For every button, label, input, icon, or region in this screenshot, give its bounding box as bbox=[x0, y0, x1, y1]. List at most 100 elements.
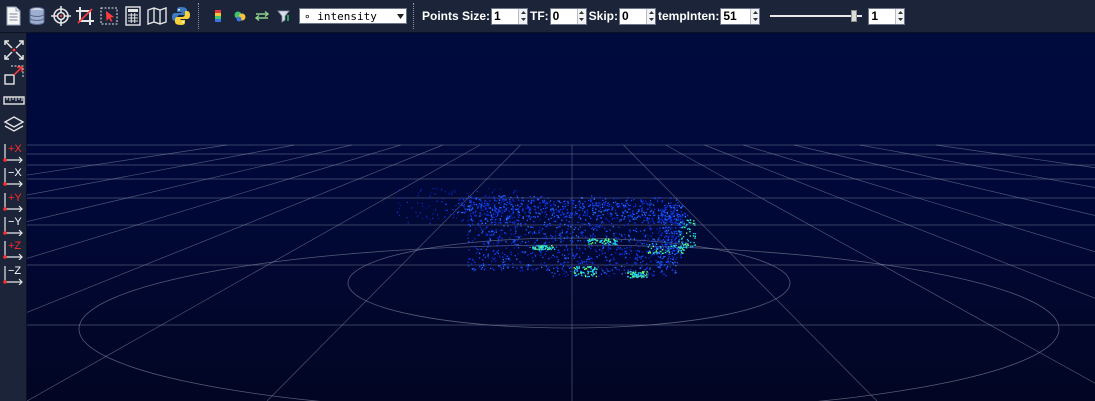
cloud-point bbox=[526, 265, 528, 267]
cloud-point bbox=[537, 198, 539, 200]
axis-view-button[interactable]: +Y bbox=[2, 190, 26, 212]
cloud-point bbox=[502, 200, 504, 202]
point-cloud-viewport[interactable] bbox=[27, 33, 1095, 401]
cloud-point bbox=[674, 253, 676, 256]
temp-inten-value[interactable]: 51 bbox=[723, 8, 737, 23]
cloud-point bbox=[542, 246, 544, 249]
cloud-point bbox=[609, 238, 611, 240]
cloud-point bbox=[681, 226, 683, 229]
cloud-point bbox=[537, 206, 539, 208]
arrows-icon[interactable] bbox=[253, 5, 271, 27]
spin-down-icon[interactable] bbox=[751, 16, 759, 24]
cloud-point bbox=[589, 257, 591, 260]
intensity-slider[interactable] bbox=[770, 8, 863, 24]
spin-up-icon[interactable] bbox=[751, 9, 759, 17]
cloud-point bbox=[473, 202, 476, 204]
slider-value[interactable]: 1 bbox=[871, 8, 879, 23]
cloud-point bbox=[539, 227, 541, 229]
skip-value[interactable]: 0 bbox=[622, 8, 629, 23]
color-palette-icon[interactable] bbox=[231, 5, 249, 27]
axis-view-button[interactable]: +Z bbox=[2, 238, 26, 261]
spin-arrows[interactable] bbox=[895, 8, 905, 24]
cloud-point bbox=[552, 241, 554, 243]
cloud-point bbox=[490, 267, 492, 270]
temp-inten-spinbox[interactable]: 51 bbox=[720, 7, 761, 25]
cloud-point bbox=[544, 211, 546, 214]
cloud-point bbox=[601, 250, 603, 252]
cloud-point bbox=[661, 252, 664, 254]
cloud-point bbox=[678, 223, 681, 225]
axis-view-button[interactable]: −X bbox=[2, 165, 26, 188]
cloud-point bbox=[564, 261, 566, 263]
calculator-icon[interactable] bbox=[122, 5, 144, 27]
cloud-point bbox=[411, 207, 413, 209]
point-cloud-scene[interactable] bbox=[27, 33, 1095, 401]
spin-up-icon[interactable] bbox=[647, 9, 655, 17]
tf-value[interactable]: 0 bbox=[552, 8, 560, 23]
spin-up-icon[interactable] bbox=[578, 9, 586, 17]
cloud-point bbox=[473, 204, 475, 206]
cloud-point bbox=[498, 222, 500, 224]
cloud-point bbox=[681, 247, 684, 250]
cloud-point bbox=[668, 235, 670, 237]
grid-line bbox=[793, 144, 1095, 216]
cloud-point bbox=[579, 240, 582, 242]
crop-icon[interactable] bbox=[74, 5, 96, 27]
cloud-point bbox=[591, 202, 594, 204]
map-icon[interactable] bbox=[146, 5, 168, 27]
cloud-point bbox=[567, 265, 569, 267]
spin-up-icon[interactable] bbox=[896, 9, 904, 17]
points-size-value[interactable]: 1 bbox=[494, 8, 501, 23]
points-size-spinbox[interactable]: 1 bbox=[491, 7, 529, 25]
slider-value-spinbox[interactable]: 1 bbox=[868, 7, 906, 25]
cloud-point bbox=[627, 271, 630, 273]
fit-view-icon[interactable] bbox=[3, 39, 25, 61]
python-icon[interactable] bbox=[170, 5, 192, 27]
target-icon[interactable] bbox=[50, 5, 72, 27]
cloud-point bbox=[595, 225, 597, 227]
cloud-point bbox=[592, 271, 594, 273]
cloud-point bbox=[537, 248, 540, 251]
cloud-point bbox=[500, 222, 502, 224]
spin-arrows[interactable] bbox=[750, 8, 760, 24]
axis-view-button[interactable]: +X bbox=[2, 141, 26, 163]
cloud-point bbox=[671, 221, 673, 223]
spin-down-icon[interactable] bbox=[519, 16, 527, 24]
color-bar-icon[interactable] bbox=[209, 5, 227, 27]
cloud-point bbox=[614, 241, 616, 243]
spin-down-icon[interactable] bbox=[647, 16, 655, 24]
cloud-point bbox=[636, 216, 638, 218]
cloud-point bbox=[676, 262, 679, 264]
cloud-point bbox=[682, 249, 684, 251]
cloud-point bbox=[609, 247, 611, 249]
cloud-point bbox=[482, 241, 484, 243]
cloud-point bbox=[508, 257, 510, 259]
cloud-point bbox=[553, 267, 555, 269]
spin-down-icon[interactable] bbox=[578, 16, 586, 24]
spin-arrows[interactable] bbox=[518, 8, 528, 24]
open-file-icon[interactable] bbox=[2, 5, 24, 27]
spin-down-icon[interactable] bbox=[896, 16, 904, 24]
cloud-point bbox=[462, 219, 464, 221]
axis-view-button[interactable]: −Y bbox=[2, 214, 26, 236]
tf-spinbox[interactable]: 0 bbox=[549, 7, 587, 25]
cloud-point bbox=[681, 224, 683, 226]
spin-up-icon[interactable] bbox=[519, 9, 527, 17]
spin-arrows[interactable] bbox=[576, 8, 586, 24]
filter-icon[interactable] bbox=[275, 5, 293, 27]
slider-thumb[interactable] bbox=[851, 10, 858, 22]
cloud-point bbox=[558, 274, 561, 276]
ruler-icon[interactable] bbox=[3, 89, 25, 111]
color-field-select[interactable]: ∘ intensity bbox=[299, 8, 407, 24]
layers-icon[interactable] bbox=[3, 114, 25, 136]
skip-spinbox[interactable]: 0 bbox=[619, 7, 657, 25]
cloud-point bbox=[676, 250, 678, 252]
cloud-point bbox=[655, 246, 657, 248]
cloud-point bbox=[594, 267, 596, 269]
spin-arrows[interactable] bbox=[646, 8, 656, 24]
select-icon[interactable] bbox=[98, 5, 120, 27]
database-icon[interactable] bbox=[26, 5, 48, 27]
axis-view-button[interactable]: −Z bbox=[2, 263, 26, 285]
cloud-point bbox=[622, 212, 624, 215]
zoom-extent-icon[interactable] bbox=[3, 64, 25, 86]
